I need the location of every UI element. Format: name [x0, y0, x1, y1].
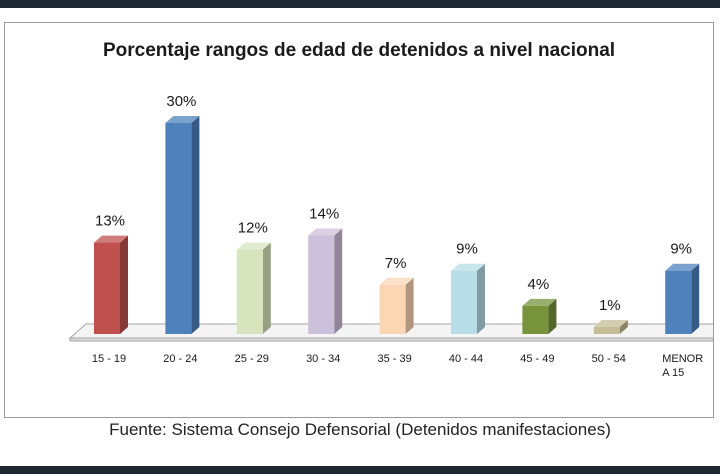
- bar-front: [94, 242, 120, 334]
- value-label: 9%: [670, 241, 692, 258]
- bar-top: [665, 263, 700, 271]
- chart-frame: 13% 15 - 19 30% 20 - 24 12% 25 - 29 14% 30 - 34…: [4, 22, 714, 418]
- bar-top: [165, 116, 200, 123]
- bar-chart: 13% 15 - 19 30% 20 - 24 12% 25 - 29 14% 30 - 34…: [68, 93, 713, 379]
- category-label: 40 - 44: [449, 353, 483, 365]
- category-label: 25 - 29: [235, 353, 269, 365]
- category-label: 20 - 24: [163, 353, 197, 365]
- category-label: MENOR A 15: [662, 353, 703, 379]
- source-note: Fuente: Sistema Consejo Defensorial (Det…: [109, 420, 611, 439]
- bar-front: [165, 123, 192, 334]
- bar-side: [262, 242, 271, 334]
- bar-top: [236, 242, 271, 250]
- value-label: 30%: [166, 93, 196, 110]
- bar-top: [379, 277, 414, 285]
- bar-top: [451, 263, 485, 271]
- category-label: 45 - 49: [520, 353, 554, 365]
- bar-front: [236, 249, 263, 334]
- bar-side: [691, 263, 700, 334]
- value-label: 7%: [385, 255, 407, 272]
- category-label: 30 - 34: [306, 353, 340, 365]
- bar-side: [334, 228, 343, 334]
- category-label: 35 - 39: [377, 353, 411, 365]
- value-label: 12%: [238, 220, 268, 237]
- bar-3: [236, 242, 271, 334]
- value-label: 14%: [309, 206, 339, 223]
- value-label: 4%: [528, 276, 550, 293]
- page: 13% 15 - 19 30% 20 - 24 12% 25 - 29 14% 30 - 34…: [0, 8, 720, 466]
- bar-side: [477, 263, 485, 334]
- bar-top: [308, 228, 343, 236]
- bar-front: [308, 235, 335, 334]
- bar-6: [451, 263, 485, 334]
- category-label: 50 - 54: [592, 353, 626, 365]
- bar-5: [379, 277, 414, 334]
- bar-9: [665, 263, 700, 334]
- bar-front: [379, 284, 406, 334]
- bar-2: [165, 116, 200, 334]
- bar-side: [120, 235, 128, 334]
- bar-side: [619, 319, 628, 334]
- bar-top: [522, 298, 557, 306]
- bar-1: [94, 235, 128, 334]
- bar-8: [593, 319, 628, 334]
- category-label: 15 - 19: [92, 353, 126, 365]
- bar-front: [665, 270, 692, 334]
- bar-side: [405, 277, 414, 334]
- bar-front: [593, 326, 620, 334]
- bar-top: [593, 319, 628, 327]
- bar-side: [548, 298, 557, 334]
- bar-side: [191, 116, 200, 334]
- bar-4: [308, 228, 343, 334]
- bar-front: [522, 305, 549, 334]
- bar-front: [451, 270, 477, 334]
- bar-7: [522, 298, 557, 334]
- value-label: 9%: [456, 241, 478, 258]
- chart-title: Porcentaje rangos de edad de detenidos a…: [102, 40, 616, 61]
- value-label: 1%: [599, 297, 621, 314]
- bar-top: [94, 235, 128, 243]
- value-label: 13%: [95, 213, 125, 230]
- chart-floor-edge: [69, 337, 713, 342]
